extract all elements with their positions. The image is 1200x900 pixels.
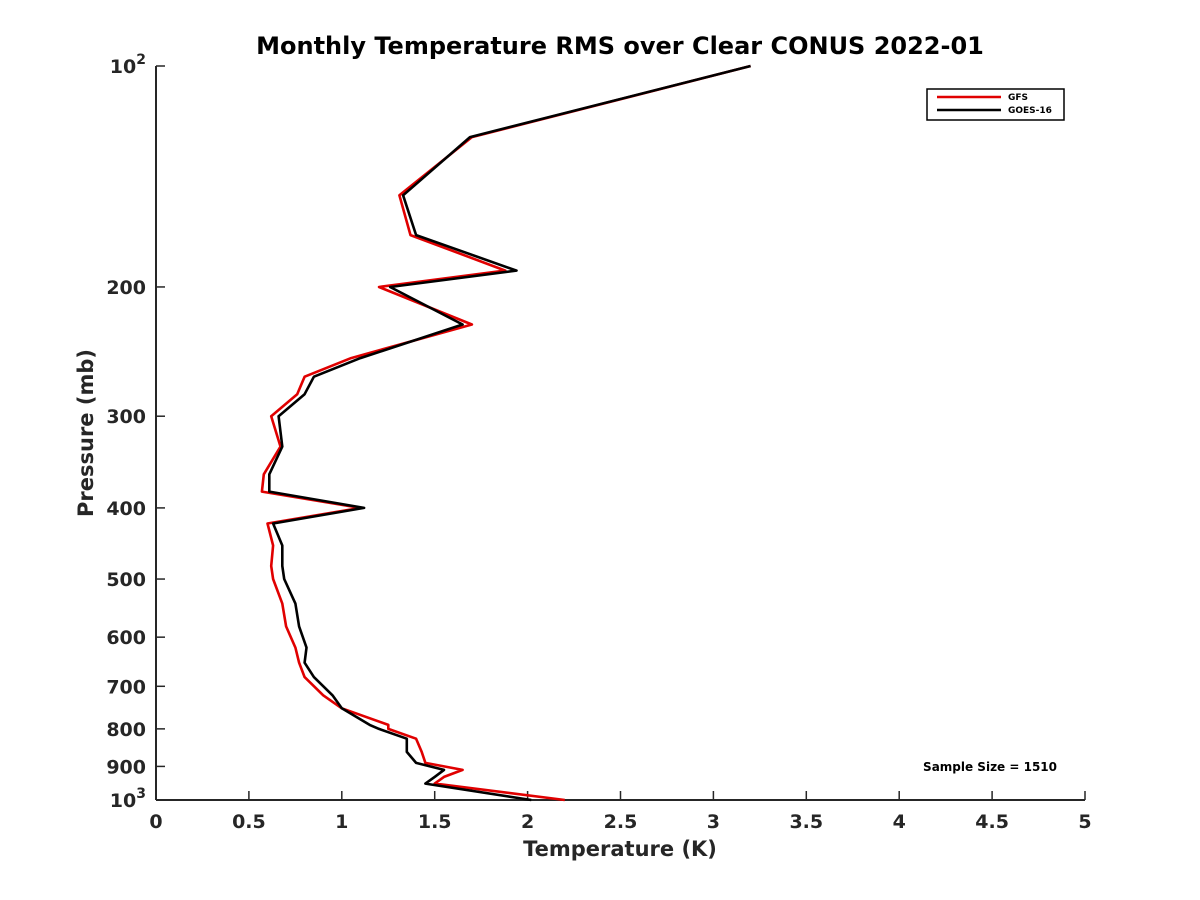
x-tick-label: 1.5 bbox=[418, 811, 452, 833]
y-tick-label: 900 bbox=[106, 756, 146, 778]
series-layer bbox=[260, 64, 751, 802]
x-tick-label: 2.5 bbox=[604, 811, 638, 833]
chart-title: Monthly Temperature RMS over Clear CONUS… bbox=[256, 32, 984, 60]
legend: GFS GOES-16 bbox=[926, 88, 1065, 121]
y-tick-label: 400 bbox=[106, 498, 146, 520]
y-tick-label: 102 bbox=[110, 52, 146, 78]
x-axis-label: Temperature (K) bbox=[523, 837, 717, 861]
x-tick-label: 4 bbox=[893, 811, 906, 833]
x-axis-ticks: 0 0.5 1 1.5 2 2.5 3 3.5 4 4.5 5 bbox=[149, 791, 1092, 833]
x-tick-label: 1 bbox=[335, 811, 348, 833]
series-line-goes-16 bbox=[267, 64, 751, 802]
x-tick-label: 3.5 bbox=[789, 811, 823, 833]
legend-label-goes16: GOES-16 bbox=[1008, 106, 1052, 116]
y-axis-ticks: 102 200 300 400 500 600 700 800 900 103 bbox=[106, 52, 165, 812]
y-tick-label: 600 bbox=[106, 627, 146, 649]
x-tick-label: 4.5 bbox=[975, 811, 1009, 833]
y-axis-label: Pressure (mb) bbox=[74, 349, 98, 517]
x-tick-label: 0.5 bbox=[232, 811, 266, 833]
x-tick-label: 2 bbox=[521, 811, 534, 833]
y-tick-label: 700 bbox=[106, 676, 146, 698]
legend-label-gfs: GFS bbox=[1008, 93, 1028, 103]
y-tick-label: 300 bbox=[106, 406, 146, 428]
x-tick-label: 0 bbox=[149, 811, 162, 833]
y-tick-label: 200 bbox=[106, 277, 146, 299]
sample-size-annotation: Sample Size = 1510 bbox=[923, 760, 1057, 774]
x-tick-label: 3 bbox=[707, 811, 720, 833]
legend-box bbox=[926, 88, 1065, 121]
y-tick-label: 800 bbox=[106, 719, 146, 741]
plot-area: 0 0.5 1 1.5 2 2.5 3 3.5 4 4.5 5 102 200 300 400 500 600… bbox=[106, 52, 1091, 833]
x-tick-label: 5 bbox=[1078, 811, 1091, 833]
y-tick-label: 103 bbox=[110, 786, 146, 812]
y-tick-label: 500 bbox=[106, 569, 146, 591]
